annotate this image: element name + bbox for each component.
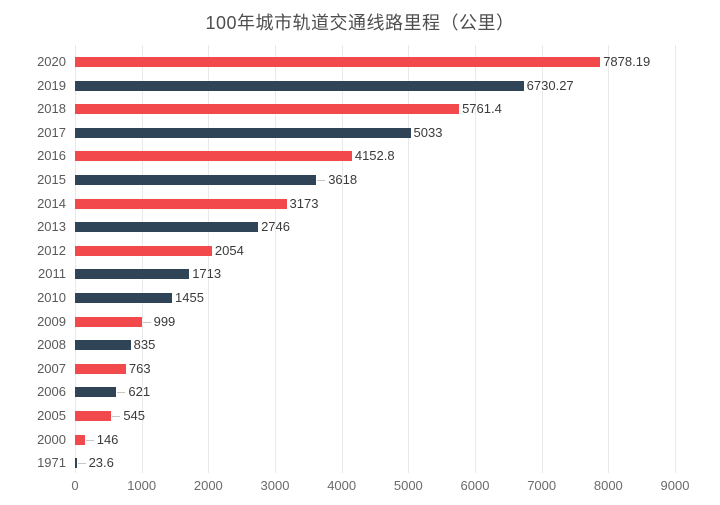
grid-line xyxy=(408,45,410,473)
year-label: 2007 xyxy=(37,360,66,376)
bar-value-label: 1713 xyxy=(192,266,222,282)
grid-line xyxy=(75,45,76,473)
bar xyxy=(75,222,259,233)
bar xyxy=(75,245,212,256)
bar-value-label: 999 xyxy=(153,313,176,329)
bar xyxy=(75,104,460,115)
year-label: 2017 xyxy=(37,124,66,140)
grid-line xyxy=(675,45,676,473)
year-label: 2019 xyxy=(37,77,66,93)
leader-line xyxy=(77,463,86,465)
year-label: 2008 xyxy=(37,337,66,353)
leader-line xyxy=(85,439,94,441)
bar-value-label: 23.6 xyxy=(88,455,114,471)
bar-value-label: 835 xyxy=(133,337,156,353)
bar xyxy=(75,411,112,421)
bar xyxy=(75,387,117,398)
leader-line xyxy=(112,416,121,417)
year-label: 2005 xyxy=(37,408,66,423)
bar xyxy=(75,175,317,185)
year-label: 2010 xyxy=(37,290,66,305)
year-label: 2006 xyxy=(37,384,66,400)
grid-line xyxy=(341,45,343,473)
bar xyxy=(75,293,172,303)
x-axis-tick-label: 9000 xyxy=(660,478,690,493)
bar xyxy=(75,316,142,327)
bar-value-label: 2746 xyxy=(261,219,290,235)
year-label: 2014 xyxy=(37,195,66,211)
x-axis-tick-label: 8000 xyxy=(593,478,623,493)
chart-title: 100年城市轨道交通线路里程（公里） xyxy=(205,13,515,33)
bar-value-label: 4152.8 xyxy=(354,148,395,164)
bar-value-label: 2054 xyxy=(214,242,244,258)
year-label: 2011 xyxy=(38,266,66,282)
bar-value-label: 5761.4 xyxy=(462,101,502,117)
bar xyxy=(75,269,190,280)
bar xyxy=(75,363,126,374)
grid-line xyxy=(541,45,543,473)
bar-value-label: 763 xyxy=(128,360,151,376)
year-label: 2009 xyxy=(37,313,66,329)
x-axis-tick-label: 7000 xyxy=(527,478,557,493)
x-axis-tick-label: 0 xyxy=(71,478,79,493)
bar xyxy=(75,458,77,469)
grid-line xyxy=(275,45,276,473)
bar-value-label: 6730.27 xyxy=(526,77,574,93)
x-axis-tick-label: 3000 xyxy=(260,478,290,493)
bar-value-label: 545 xyxy=(123,408,146,423)
year-label: 2020 xyxy=(37,54,66,69)
bar-value-label: 3173 xyxy=(289,195,319,211)
x-axis-tick-label: 1000 xyxy=(127,478,157,493)
bar-value-label: 146 xyxy=(96,431,119,447)
bar xyxy=(75,434,85,445)
grid-line xyxy=(608,45,610,473)
x-axis-tick-label: 4000 xyxy=(327,478,357,493)
grid-line xyxy=(208,45,210,473)
leader-line xyxy=(117,392,126,394)
bar-value-label: 7878.19 xyxy=(603,54,651,69)
year-label: 2018 xyxy=(37,101,66,117)
bar xyxy=(75,151,352,162)
x-axis-tick-label: 6000 xyxy=(460,478,490,493)
grid-line xyxy=(141,45,143,473)
bar xyxy=(75,57,601,67)
year-label: 2000 xyxy=(37,431,66,447)
bar xyxy=(75,198,287,209)
year-label: 2015 xyxy=(37,172,66,187)
bar-value-label: 1455 xyxy=(175,290,204,305)
bar-value-label: 621 xyxy=(128,384,151,400)
x-axis-tick-label: 5000 xyxy=(393,478,423,493)
leader-line xyxy=(142,321,151,323)
plot-area xyxy=(75,45,676,473)
bar xyxy=(75,340,131,351)
year-label: 2013 xyxy=(37,219,66,235)
leader-line xyxy=(317,180,326,181)
year-label: 2012 xyxy=(37,242,66,258)
grid-line xyxy=(475,45,476,473)
bar xyxy=(75,80,524,91)
bar-value-label: 3618 xyxy=(328,172,358,187)
bar-value-label: 5033 xyxy=(413,124,443,140)
year-label: 1971 xyxy=(37,455,66,471)
year-label: 2016 xyxy=(37,148,66,164)
bar xyxy=(75,127,411,138)
x-axis-tick-label: 2000 xyxy=(193,478,223,493)
